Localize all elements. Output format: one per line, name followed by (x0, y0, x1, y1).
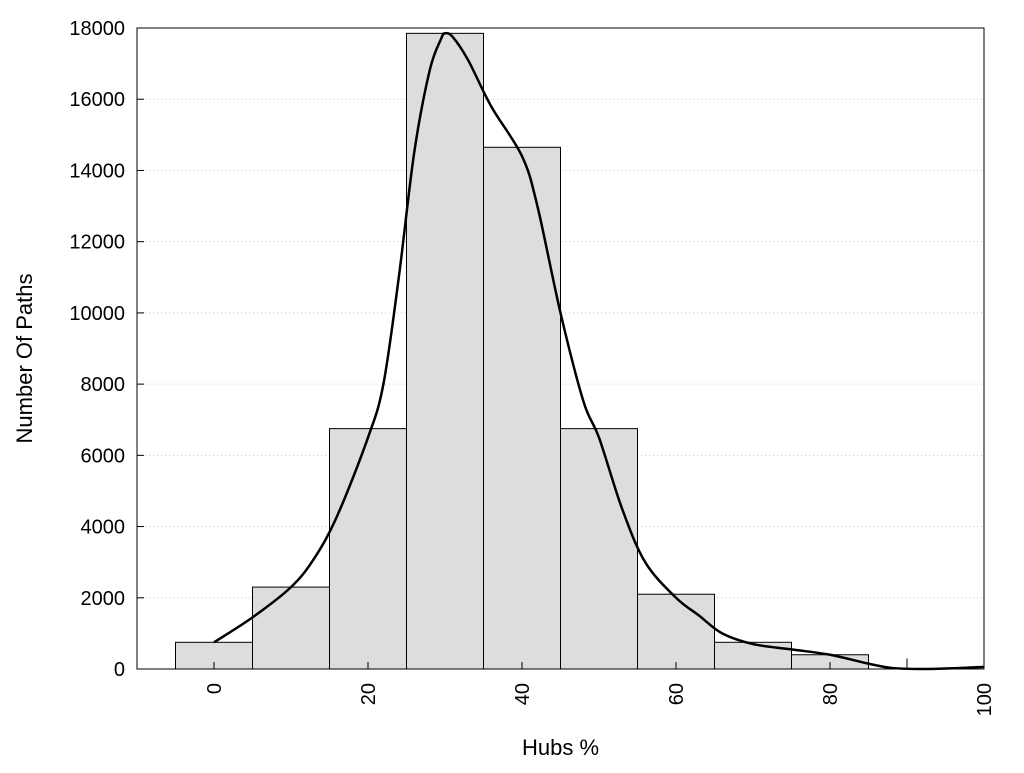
x-tick-label-100: 100 (974, 683, 996, 716)
x-tick-label-40: 40 (512, 683, 534, 705)
y-tick-label-8000: 8000 (81, 374, 126, 396)
x-tick-label-20: 20 (358, 683, 380, 705)
histogram-bar-60 (637, 593, 715, 670)
y-axis-label: Number Of Paths (12, 274, 37, 444)
y-tick-label-4000: 4000 (81, 517, 126, 539)
density-curve-group (213, 31, 985, 671)
histogram-bar-40 (483, 146, 561, 670)
histogram-bar-70 (714, 641, 792, 670)
x-axis-label: Hubs % (522, 735, 599, 760)
plot-frame (136, 27, 985, 670)
y-tick-label-12000: 12000 (69, 232, 125, 254)
axes: 0 2000 4000 6000 8000 10000 12000 14000 16000 180… (69, 18, 996, 716)
histogram-bar-10 (252, 586, 330, 670)
x-tick-label-0: 0 (204, 683, 226, 694)
bars (175, 32, 908, 670)
histogram-bar-20 (329, 428, 407, 670)
y-tick-label-16000: 16000 (69, 89, 125, 111)
y-tick-label-14000: 14000 (69, 160, 125, 182)
y-tick-label-18000: 18000 (69, 18, 125, 40)
y-tick-label-6000: 6000 (81, 445, 126, 467)
histogram-bar-30 (406, 32, 484, 670)
y-tick-label-2000: 2000 (81, 588, 126, 610)
x-tick-label-60: 60 (666, 683, 688, 705)
y-tick-label-0: 0 (114, 659, 125, 681)
histogram-bar-50 (560, 428, 638, 670)
y-tick-label-10000: 10000 (69, 303, 125, 325)
density-curve (213, 31, 985, 671)
x-tick-label-80: 80 (820, 683, 842, 705)
